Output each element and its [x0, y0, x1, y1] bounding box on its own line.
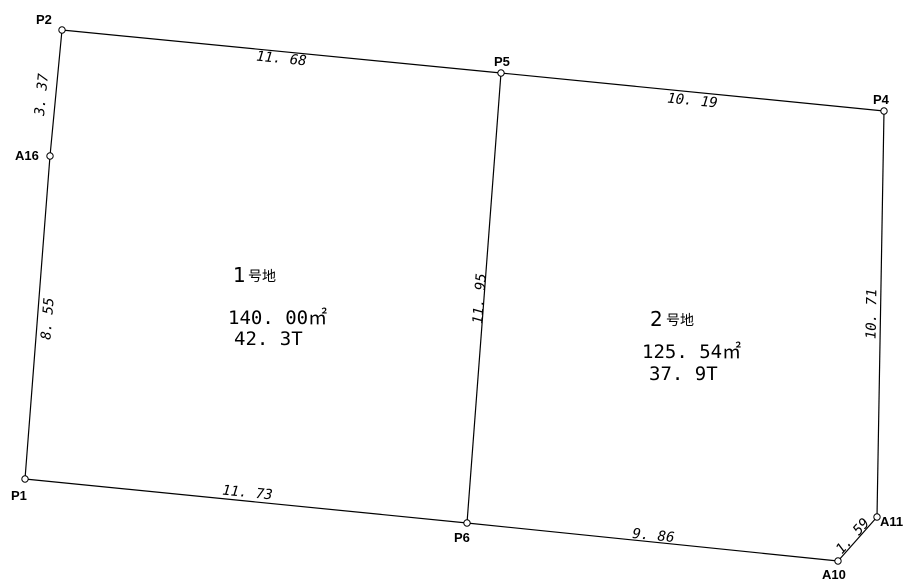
boundary-p1-p6: [24, 478, 468, 524]
dimension-label-a16-p1: 8. 55: [38, 297, 57, 340]
lot-2-suffix: 号地: [666, 313, 694, 329]
boundary-p6-a10: [466, 522, 839, 562]
lot-1-number: 1: [233, 263, 246, 287]
point-marker-p4: [880, 107, 888, 115]
lot-2-number: 2: [650, 307, 663, 331]
point-marker-a11: [873, 513, 881, 521]
point-marker-p2: [58, 26, 66, 34]
boundary-a16-p1: [24, 155, 51, 480]
point-label-a16: A16: [15, 148, 39, 163]
point-label-a11: A11: [880, 514, 903, 529]
point-marker-a10: [834, 557, 842, 565]
point-marker-a16: [46, 152, 54, 160]
boundary-p5-p4: [500, 72, 885, 112]
point-label-p1: P1: [11, 488, 27, 503]
lot-2-annotation: 2 号地 125. 54㎡ 37. 9T: [642, 307, 741, 385]
lot-2-area: 125. 54㎡: [642, 340, 741, 363]
boundary-p2-p5: [61, 29, 502, 74]
dimension-label-p5-p4: 10. 19: [666, 91, 718, 112]
point-label-a10: A10: [822, 567, 846, 581]
boundary-p2-a16: [49, 29, 63, 157]
dimension-label-p4-a11: 10. 71: [864, 289, 881, 340]
boundary-p5-p6: [466, 72, 502, 524]
lot-1-suffix: 号地: [248, 269, 276, 285]
point-marker-p6: [463, 519, 471, 527]
point-marker-p5: [497, 69, 505, 77]
boundary-a10-a11: [837, 516, 878, 562]
point-label-p6: P6: [454, 530, 470, 545]
dimension-label-p5-p6: 11. 95: [470, 273, 490, 325]
boundary-p4-a11: [876, 110, 885, 518]
point-marker-p1: [21, 475, 29, 483]
lot-1-tsubo: 42. 3T: [234, 328, 303, 350]
point-label-p4: P4: [873, 92, 890, 107]
lot-1-area: 140. 00㎡: [228, 306, 327, 329]
point-label-p5: P5: [494, 54, 510, 69]
lot-1-annotation: 1 号地 140. 00㎡ 42. 3T: [228, 263, 327, 350]
dimension-label-p1-p6: 11. 73: [221, 483, 273, 504]
lot-2-tsubo: 37. 9T: [649, 363, 718, 385]
dimension-label-p2-p5: 11. 68: [255, 49, 307, 70]
dimension-label-p6-a10: 9. 86: [632, 526, 676, 546]
point-label-p2: P2: [36, 12, 52, 27]
dimension-label-a10-a11: 1. 59: [833, 515, 873, 557]
dimension-label-p2-a16: 3. 37: [32, 72, 52, 117]
